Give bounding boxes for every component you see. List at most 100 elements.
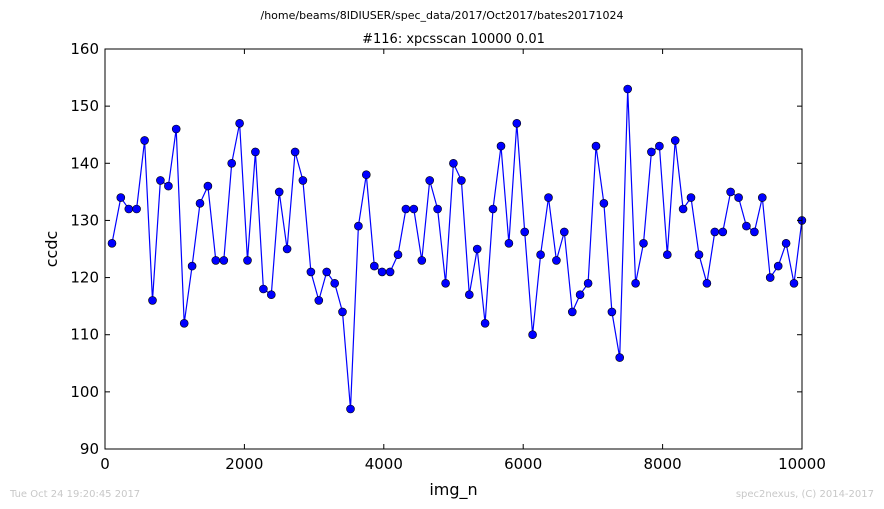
- data-point: [631, 278, 640, 288]
- data-point: [710, 227, 720, 237]
- data-point: [409, 204, 419, 214]
- data-point: [662, 250, 672, 259]
- x-axis-label: img_n: [429, 480, 477, 500]
- data-point: [361, 170, 371, 179]
- data-point: [536, 250, 545, 259]
- data-point: [552, 256, 561, 265]
- data-point: [187, 261, 197, 271]
- data-point: [496, 141, 506, 151]
- x-tick-label: 2000: [225, 455, 263, 473]
- data-point: [750, 227, 759, 237]
- data-point: [156, 176, 165, 185]
- x-tick-label: 6000: [504, 455, 542, 473]
- footer-timestamp: Tue Oct 24 19:20:45 2017: [10, 489, 141, 500]
- x-tick-label: 0: [100, 455, 110, 473]
- data-point: [734, 193, 743, 202]
- data-point: [251, 147, 260, 157]
- data-point: [433, 204, 442, 214]
- data-point: [488, 204, 498, 214]
- data-point: [544, 193, 553, 202]
- data-point: [670, 136, 680, 145]
- data-point: [377, 267, 387, 277]
- data-point: [243, 256, 252, 265]
- y-axis-label: ccdc: [42, 231, 61, 268]
- data-point: [179, 318, 189, 328]
- data-point: [718, 227, 728, 237]
- data-point: [140, 136, 149, 145]
- data-point: [567, 307, 577, 317]
- data-point: [132, 204, 141, 214]
- data-point: [655, 141, 664, 151]
- data-point: [346, 404, 355, 414]
- data-point: [354, 221, 363, 231]
- series-line: [111, 88, 803, 410]
- x-tick-label: 8000: [644, 455, 682, 473]
- data-point: [164, 181, 173, 191]
- footer-credit: spec2nexus, (C) 2014-2017: [735, 489, 874, 500]
- data-point: [219, 256, 229, 265]
- y-tick-label: 100: [70, 383, 99, 401]
- data-point: [694, 250, 704, 259]
- data-point: [417, 256, 427, 265]
- data-point: [464, 290, 474, 300]
- data-point: [457, 176, 466, 185]
- data-point: [124, 204, 134, 214]
- data-point: [235, 119, 244, 128]
- data-point: [480, 318, 490, 328]
- data-point: [393, 250, 403, 259]
- data-point: [195, 199, 205, 208]
- data-point: [702, 278, 712, 288]
- data-point: [559, 227, 569, 237]
- y-tick-label: 90: [80, 440, 99, 458]
- x-tick-label: 10000: [778, 455, 826, 473]
- data-point: [266, 290, 276, 300]
- data-point: [615, 353, 625, 362]
- data-point: [116, 193, 126, 202]
- data-point: [369, 261, 379, 271]
- data-point: [330, 278, 340, 288]
- data-point: [259, 284, 268, 294]
- data-point: [148, 296, 157, 305]
- chart-title: #116: xpcsscan 10000 0.01: [362, 32, 545, 47]
- data-point: [623, 84, 633, 94]
- data-point: [678, 204, 688, 214]
- data-point: [504, 239, 514, 248]
- y-tick-label: 110: [70, 326, 99, 344]
- data-point: [306, 267, 316, 277]
- data-point: [282, 244, 292, 254]
- data-point: [107, 239, 117, 248]
- data-point: [441, 278, 450, 288]
- x-tick-label: 4000: [365, 455, 403, 473]
- y-tick-label: 120: [70, 269, 99, 287]
- data-point: [512, 119, 522, 128]
- data-point: [726, 187, 735, 197]
- data-point: [171, 124, 181, 134]
- data-point: [290, 147, 300, 157]
- data-point: [520, 227, 530, 237]
- data-point: [765, 273, 775, 282]
- data-point: [773, 261, 783, 271]
- data-point: [472, 244, 482, 254]
- data-point: [425, 176, 435, 185]
- data-point: [401, 204, 411, 214]
- page-path-title: /home/beams/8IDIUSER/spec_data/2017/Oct2…: [260, 9, 624, 22]
- data-point: [639, 239, 648, 248]
- data-point: [757, 193, 767, 202]
- data-point: [781, 239, 791, 248]
- data-point: [322, 267, 332, 277]
- data-point: [211, 256, 221, 265]
- y-tick-label: 130: [70, 211, 99, 229]
- data-point: [583, 278, 593, 288]
- data-point: [274, 187, 284, 197]
- data-point: [298, 176, 308, 185]
- data-point: [385, 267, 395, 277]
- data-point: [607, 307, 617, 317]
- plot-frame: [104, 48, 803, 450]
- y-tick-label: 140: [70, 154, 99, 172]
- data-point: [789, 278, 799, 288]
- data-point: [742, 221, 751, 231]
- data-point: [203, 181, 213, 191]
- data-point: [591, 141, 601, 151]
- data-point: [338, 307, 347, 317]
